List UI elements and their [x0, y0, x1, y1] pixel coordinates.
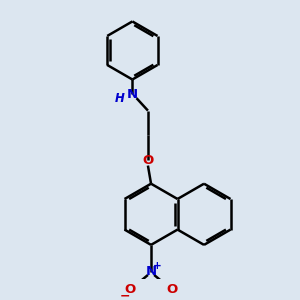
Text: O: O — [142, 154, 154, 167]
Text: +: + — [153, 261, 162, 271]
Text: N: N — [146, 265, 157, 278]
Text: H: H — [115, 92, 125, 105]
Text: O: O — [166, 283, 177, 296]
Text: −: − — [120, 289, 130, 300]
Text: N: N — [127, 88, 138, 100]
Text: O: O — [125, 283, 136, 296]
